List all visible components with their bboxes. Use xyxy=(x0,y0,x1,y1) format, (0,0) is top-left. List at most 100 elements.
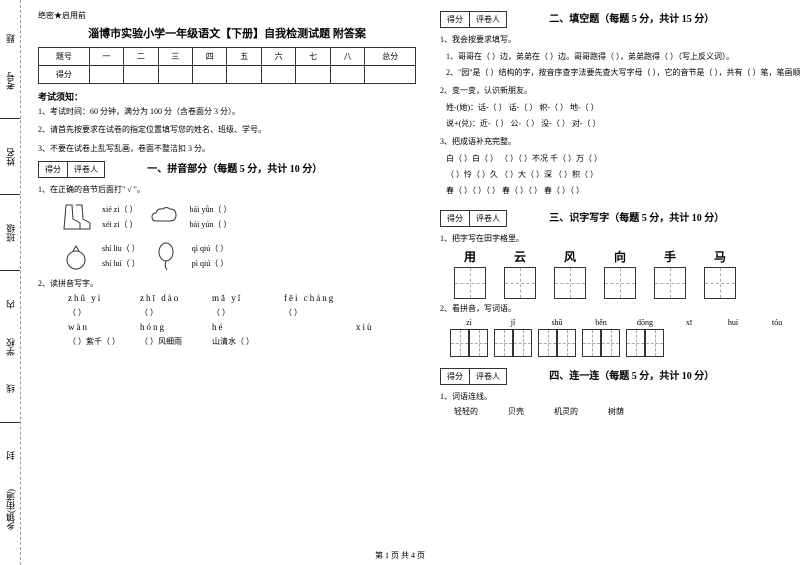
py: běn xyxy=(582,318,620,327)
tianzige[interactable] xyxy=(654,267,686,299)
opt[interactable]: xié zi（ ） xyxy=(102,204,138,215)
word-box[interactable] xyxy=(538,329,576,357)
secrecy-note: 绝密★启用前 xyxy=(38,10,416,21)
fill-line[interactable]: 白（ ）白（ ） （ ）（ ）不况 千（ ）万（ ） xyxy=(446,151,800,167)
opt[interactable]: bái yǘn（ ） xyxy=(190,204,232,215)
blank[interactable]: （ ）风细雨 xyxy=(140,336,200,347)
py: hóng xyxy=(140,322,200,332)
blank[interactable]: （ ） xyxy=(212,307,272,318)
td[interactable] xyxy=(365,66,416,84)
word-box[interactable] xyxy=(626,329,664,357)
exam-page: 题 考号 姓名 班级 内 学校 线 封 乡镇(街道) 绝密★启用前 淄博市实验小… xyxy=(0,0,800,565)
hanzi: 马 xyxy=(704,248,736,265)
grader-score: 得分 xyxy=(39,162,68,177)
pinyin-row: zhǔ yì zhī dào mǎ yǐ fēi cháng xyxy=(68,293,416,303)
th: 五 xyxy=(227,48,261,66)
hanzi: 手 xyxy=(654,248,686,265)
td-label: 得分 xyxy=(39,66,90,84)
opt[interactable]: bái yún（ ） xyxy=(190,219,232,230)
pinyin-options: shí liu（ ） shí luí（ ） xyxy=(102,243,140,269)
notice-title: 考试须知： xyxy=(38,90,416,103)
q3-2: 2、看拼音，写词语。 xyxy=(440,303,800,314)
bind-label: 线 xyxy=(4,384,17,393)
answer-row[interactable]: （ ） （ ） （ ） （ ） xyxy=(68,307,416,318)
blank[interactable]: （ ） xyxy=(284,307,344,318)
bind-line xyxy=(0,270,20,271)
section1-title: 一、拼音部分（每题 5 分，共计 10 分） xyxy=(147,164,322,175)
left-column: 绝密★启用前 淄博市实验小学一年级语文【下册】自我检测试题 附答案 题号 一 二… xyxy=(26,10,428,555)
fill-line[interactable]: （ ）怜（ ）久 （ ）大（ ）深 （ ）积（ ） xyxy=(446,167,800,183)
fill-line[interactable]: 说+(兑)：近-（ ） 公-（ ） 没-（ ） 对-（ ） xyxy=(446,116,800,132)
td[interactable] xyxy=(89,66,123,84)
py: dōng xyxy=(626,318,664,327)
td[interactable] xyxy=(124,66,158,84)
pinyin-options: xié zi（ ） xéi zi（ ） xyxy=(102,204,138,230)
td[interactable] xyxy=(261,66,295,84)
section2-title: 二、填空题（每题 5 分，共计 15 分） xyxy=(549,14,714,25)
fill-line[interactable]: 1、哥哥在（ ）边，弟弟在（ ）边。哥哥跑得（ ），弟弟跑得（ ）（写上反义词）… xyxy=(446,49,800,65)
blank[interactable]: （ ）紫千（ ） xyxy=(68,336,128,347)
tianzige[interactable] xyxy=(704,267,736,299)
answer-row[interactable]: （ ）紫千（ ） （ ）风细雨 山清水（ ） xyxy=(68,336,416,347)
bind-label: 内 xyxy=(4,300,17,309)
word-box[interactable] xyxy=(450,329,488,357)
opt[interactable]: qì qiú（ ） xyxy=(192,243,228,254)
td[interactable] xyxy=(227,66,261,84)
grader-score: 得分 xyxy=(441,12,470,27)
content-area: 绝密★启用前 淄博市实验小学一年级语文【下册】自我检测试题 附答案 题号 一 二… xyxy=(21,0,800,565)
grader-score: 得分 xyxy=(441,369,470,384)
grader-score: 得分 xyxy=(441,211,470,226)
double-tianzige-row[interactable] xyxy=(450,329,800,357)
th: 七 xyxy=(296,48,330,66)
td[interactable] xyxy=(193,66,227,84)
word[interactable]: 机灵的 xyxy=(554,406,578,417)
notice-line: 1、考试时间：60 分钟，满分为 100 分（含卷面分 3 分）。 xyxy=(38,105,416,119)
grader-box: 得分 评卷人 xyxy=(440,11,507,28)
match-row[interactable]: 轻轻的 贝壳 机灵的 树荫 xyxy=(454,406,800,417)
opt[interactable]: pì qiú（ ） xyxy=(192,258,228,269)
page-footer: 第 1 页 共 4 页 xyxy=(375,550,425,561)
word[interactable]: 轻轻的 xyxy=(454,406,478,417)
opt[interactable]: shí luí（ ） xyxy=(102,258,140,269)
th: 总分 xyxy=(365,48,416,66)
td[interactable] xyxy=(296,66,330,84)
hanzi: 云 xyxy=(504,248,536,265)
fill-line[interactable]: 2、"园"是（ ）结构的字，按音序查字法要先查大写字母（ ），它的音节是（ ），… xyxy=(446,65,800,81)
section3-title: 三、识字写字（每题 5 分，共计 10 分） xyxy=(549,213,724,224)
th: 八 xyxy=(330,48,364,66)
tianzige[interactable] xyxy=(604,267,636,299)
pomegranate-icon xyxy=(58,238,94,274)
q1-1: 1、在正确的音节后面打" √ "。 xyxy=(38,184,416,195)
word-box[interactable] xyxy=(582,329,620,357)
word[interactable]: 树荫 xyxy=(608,406,624,417)
py: zì xyxy=(450,318,488,327)
tianzige-row[interactable] xyxy=(454,267,800,299)
bind-line xyxy=(0,194,20,195)
opt[interactable]: xéi zi（ ） xyxy=(102,219,138,230)
tianzige[interactable] xyxy=(454,267,486,299)
fill-line[interactable]: 姓-(她)：话-（ ） 话-（ ） 帜-（ ） 地-（ ） xyxy=(446,100,800,116)
py: xiù xyxy=(356,322,416,332)
td[interactable] xyxy=(158,66,192,84)
balloon-icon xyxy=(148,238,184,274)
score-header-row: 题号 一 二 三 四 五 六 七 八 总分 xyxy=(39,48,416,66)
grader-box: 得分 评卷人 xyxy=(440,368,507,385)
score-table: 题号 一 二 三 四 五 六 七 八 总分 得分 xyxy=(38,47,416,84)
blank[interactable]: （ ） xyxy=(140,307,200,318)
blank[interactable]: （ ） xyxy=(68,307,128,318)
word-box[interactable] xyxy=(494,329,532,357)
fill-line[interactable]: 春（ ）（ ）（ ） 春（ ）（ ） 春（ ）（ ） xyxy=(446,183,800,199)
py: jǐ xyxy=(494,318,532,327)
opt[interactable]: shí liu（ ） xyxy=(102,243,140,254)
py: fēi cháng xyxy=(284,293,344,303)
py: mǎ yǐ xyxy=(212,293,272,303)
tianzige[interactable] xyxy=(554,267,586,299)
notice-line: 3、不要在试卷上乱写乱画，卷面不整洁扣 3 分。 xyxy=(38,142,416,156)
tianzige[interactable] xyxy=(504,267,536,299)
td[interactable] xyxy=(330,66,364,84)
py: wàn xyxy=(68,322,128,332)
blank[interactable]: 山清水（ ） xyxy=(212,336,272,347)
binding-margin: 题 考号 姓名 班级 内 学校 线 封 乡镇(街道) xyxy=(0,0,21,565)
word[interactable]: 贝壳 xyxy=(508,406,524,417)
py: zhǔ yì xyxy=(68,293,128,303)
